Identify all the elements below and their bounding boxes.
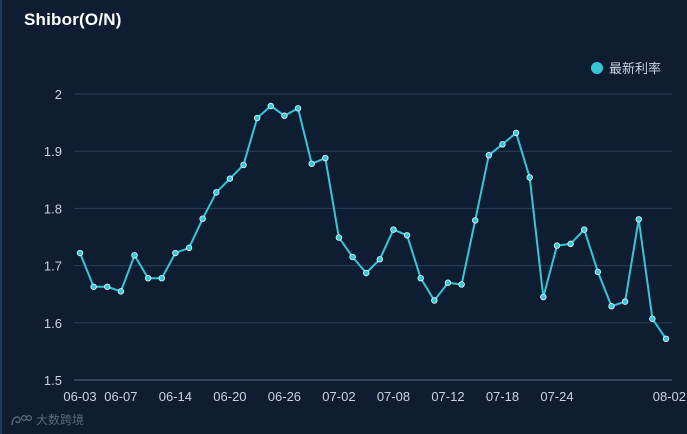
data-point [76,249,84,257]
data-point [635,216,642,223]
data-point [608,303,615,310]
data-point [131,252,138,259]
data-point [621,298,629,305]
chart-title: Shibor(O/N) [24,10,122,29]
data-point [322,154,329,162]
y-tick-label: 2 [55,87,62,102]
data-point [144,274,152,282]
data-point [362,269,370,277]
x-tick-label: 06-26 [268,389,301,404]
data-point [485,152,493,159]
watermark-text: 大数跨境 [36,413,85,427]
data-point [335,234,343,241]
data-point [581,226,588,233]
y-tick-label: 1.8 [44,201,62,216]
data-point [294,105,302,112]
data-point [213,189,220,196]
data-point [349,253,356,261]
data-point [458,281,465,288]
data-point [90,283,97,290]
data-point [253,114,261,122]
data-point [390,226,397,233]
data-point [567,240,574,248]
x-tick-label: 07-08 [377,389,410,404]
data-point [444,279,452,286]
series-line [79,105,667,340]
data-point [281,112,288,119]
data-point [117,288,125,295]
data-point [526,174,533,181]
data-point [240,161,247,169]
data-point [403,232,411,239]
shuzi-logo-icon [11,414,32,425]
x-tick-label: 06-07 [104,389,137,404]
chart-legend[interactable]: 最新利率 [590,58,661,77]
legend-marker [590,61,603,74]
y-tick-label: 1.7 [44,259,62,274]
data-point [226,175,234,182]
watermark: 大数跨境 [10,411,84,428]
data-point [199,215,206,222]
data-point [499,141,506,148]
x-tick-label: 07-18 [486,389,519,404]
x-tick-label: 06-20 [213,389,246,404]
data-point [512,129,520,137]
data-point [662,335,670,343]
data-point [472,217,479,224]
data-point [553,242,561,249]
data-point [540,293,547,301]
data-point [431,297,438,304]
data-point [104,283,111,290]
data-point [649,315,656,322]
x-tick-label: 07-12 [431,389,464,404]
x-tick-label: 08-02 [653,389,686,404]
data-point [417,274,424,282]
x-tick-label: 07-02 [322,389,355,404]
x-tick-label: 07-24 [540,389,573,404]
y-tick-label: 1.6 [44,316,62,331]
data-point [158,274,165,282]
legend-label: 最新利率 [608,61,661,76]
x-tick-label: 06-14 [159,389,192,404]
data-point [376,256,384,263]
data-point [594,268,602,276]
data-point [267,102,274,110]
data-point [185,244,193,252]
y-tick-label: 1.9 [44,144,62,159]
data-point [172,249,179,257]
y-tick-label: 1.5 [44,373,62,388]
x-tick-label: 06-03 [63,389,96,404]
data-point [308,160,315,167]
